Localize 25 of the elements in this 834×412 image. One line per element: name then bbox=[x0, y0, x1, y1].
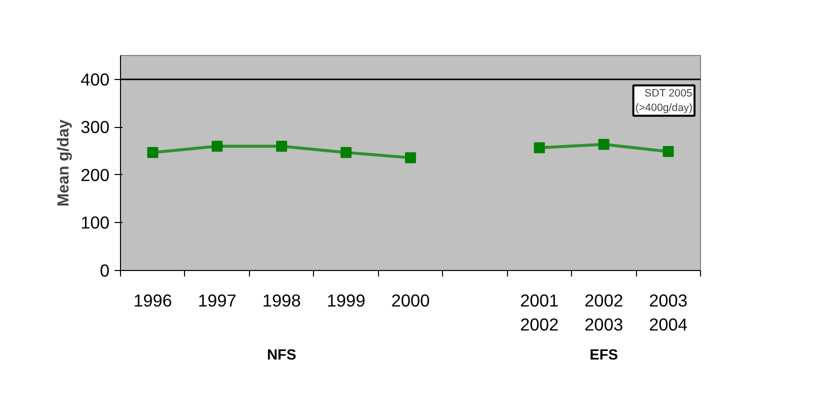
point bbox=[147, 146, 158, 158]
y-tick-label: 200 bbox=[80, 164, 110, 185]
point bbox=[598, 138, 610, 150]
text: NFS bbox=[266, 348, 296, 364]
x-tick-label: 2001 2002 bbox=[520, 290, 559, 334]
point bbox=[340, 146, 352, 158]
y-axis-title: Mean g/day bbox=[56, 119, 73, 207]
x-tick-label: 2000 bbox=[391, 290, 430, 310]
y-tick-label: 300 bbox=[80, 117, 110, 138]
x-tick-label: 1999 bbox=[326, 290, 366, 310]
point bbox=[534, 142, 545, 154]
x-tick-label: 1996 bbox=[133, 290, 172, 310]
x-tick-label: 2003 2004 bbox=[649, 290, 688, 334]
x-tick-label: 1997 bbox=[198, 290, 236, 310]
ref-line-label: SDT 2005 (>400g/day) bbox=[635, 87, 693, 114]
y-tick-label: 400 bbox=[80, 69, 110, 90]
point bbox=[405, 152, 416, 164]
point bbox=[276, 140, 288, 152]
x-tick-label: 1998 bbox=[262, 290, 301, 310]
x-tick-label: 2002 2003 bbox=[584, 290, 624, 334]
y-tick-label: 0 bbox=[100, 260, 110, 280]
y-tick-label: 100 bbox=[80, 212, 110, 233]
point bbox=[212, 140, 223, 152]
point bbox=[662, 146, 674, 158]
text: EFS bbox=[590, 348, 618, 364]
